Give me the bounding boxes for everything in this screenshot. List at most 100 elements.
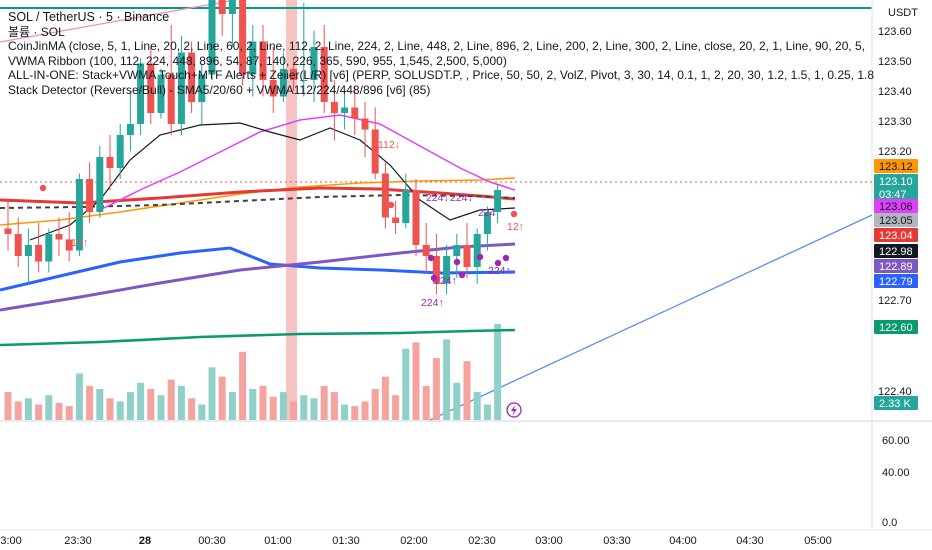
candle-down	[381, 173, 389, 218]
candle-up	[45, 234, 53, 262]
candle-up	[75, 179, 83, 251]
volume-bar	[341, 404, 349, 420]
price-axis-tick: 123.60	[878, 26, 912, 38]
volume-bar	[249, 389, 257, 420]
volume-bar	[412, 342, 420, 420]
volume-bar	[106, 398, 114, 420]
time-axis-label: 03:00	[535, 535, 563, 547]
price-badge	[874, 199, 918, 213]
candle-down	[422, 245, 430, 256]
candle-up	[177, 52, 185, 124]
candle-up	[402, 190, 410, 223]
candle-up	[157, 74, 165, 113]
volume-bar	[239, 351, 247, 420]
vwma-ribbon-legend[interactable]: VWMA Ribbon (100, 112, 224, 448, 896, 54…	[8, 53, 507, 68]
ma-dashed-line	[0, 193, 516, 209]
volume-bar	[371, 389, 379, 420]
price-badge-label: 122.79	[879, 276, 913, 288]
candle-down	[463, 245, 471, 267]
signal-annotation: 224↑	[434, 275, 457, 287]
time-axis-label: 02:00	[400, 535, 428, 547]
vwma-purple-line	[0, 242, 516, 312]
volume-bar	[453, 382, 461, 420]
candle-down	[86, 179, 94, 212]
volume-bar	[381, 376, 389, 420]
price-badge	[874, 320, 918, 334]
ma-green-line	[0, 328, 516, 347]
trend-line-upper	[0, 0, 236, 43]
volume-bar	[86, 385, 94, 420]
volume-bar	[290, 401, 298, 420]
candle-up	[310, 47, 318, 80]
volume-bar	[330, 392, 338, 420]
time-axis-label: 00:30	[198, 535, 226, 547]
candle-up	[137, 63, 145, 124]
price-badge	[874, 228, 918, 242]
volume-bar	[177, 385, 185, 420]
volume-bar	[126, 392, 134, 420]
candle-down	[351, 107, 359, 119]
signal-dot	[39, 184, 47, 192]
candle-down	[239, 0, 247, 75]
signal-dot	[494, 259, 502, 267]
candle-down	[65, 239, 73, 251]
candle-down	[392, 217, 400, 223]
candle-down	[361, 118, 369, 130]
signal-dot	[387, 201, 395, 209]
candle-up	[249, 41, 257, 75]
candle-down	[188, 52, 196, 102]
candle-down	[147, 63, 155, 113]
signal-dot	[430, 274, 438, 282]
candle-up	[443, 256, 451, 284]
candle-down	[35, 245, 43, 262]
session-highlight-band	[286, 0, 297, 420]
volume-bar	[45, 395, 53, 420]
price-badge	[874, 187, 918, 201]
price-badge	[874, 174, 918, 188]
symbol-title[interactable]: SOL / TetherUS · 5 · Binance	[8, 10, 170, 24]
volume-bar	[402, 348, 410, 420]
volume-bar	[320, 385, 328, 420]
price-axis-tick: 122.70	[878, 295, 912, 307]
price-badge-label: 122.60	[879, 322, 913, 334]
price-badge-label: 123.05	[879, 215, 913, 227]
volume-bar	[463, 361, 471, 420]
candle-down	[167, 74, 175, 124]
time-axis-label: 04:00	[669, 535, 697, 547]
candle-down	[432, 256, 440, 284]
signal-dot	[453, 258, 461, 266]
volume-legend[interactable]: 볼륨 · SOL	[8, 24, 65, 39]
price-badge-label: 03:47	[879, 189, 907, 201]
volume-bar	[198, 404, 206, 420]
time-axis-label: 23:30	[64, 535, 92, 547]
volume-bar	[443, 339, 451, 420]
oscillator-axis-tick: 40.00	[882, 467, 910, 479]
candle-up	[300, 80, 308, 81]
time-axis-label: 05:00	[804, 535, 832, 547]
coinjinma-legend[interactable]: CoinJinMA (close, 5, 1, Line, 20, 2, Lin…	[8, 39, 866, 53]
candle-down	[106, 157, 114, 168]
candle-up	[341, 107, 349, 113]
price-badge-label: 122.89	[879, 261, 913, 273]
alert-bolt-glyph	[511, 405, 517, 416]
signal-dot	[476, 253, 484, 261]
chart-legend: SOL / TetherUS · 5 · Binance 볼륨 · SOL Co…	[8, 10, 880, 97]
candle-down	[269, 80, 277, 97]
price-badge-label: 123.06	[879, 201, 913, 213]
all-in-one-legend[interactable]: ALL-IN-ONE: Stack+VWMA Touch+MTF Alerts …	[8, 68, 875, 82]
stack-detector-legend[interactable]: Stack Detector (Reverse/Bull) - SMA5/20/…	[8, 82, 431, 97]
candle-up	[453, 245, 461, 256]
price-axis-tick: 123.40	[878, 86, 912, 98]
candle-up	[279, 69, 287, 97]
price-badge	[874, 259, 918, 273]
volume-bar	[300, 395, 308, 420]
signal-dot	[510, 210, 518, 218]
candle-up	[116, 135, 124, 168]
signal-annotation: 112↓	[378, 139, 400, 151]
volume-bar	[35, 404, 43, 420]
candle-up	[228, 0, 236, 14]
signal-annotation: 112↑	[66, 237, 88, 249]
sma-black-line	[29, 122, 516, 241]
volume-bar	[147, 389, 155, 420]
